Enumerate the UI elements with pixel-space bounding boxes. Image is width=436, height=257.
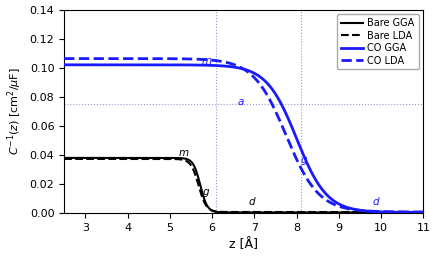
Text: d: d [373, 197, 379, 207]
Bare GGA [342, 211, 347, 214]
CO LDA [102, 57, 108, 60]
CO LDA [421, 210, 426, 214]
CO LDA [414, 210, 419, 214]
CO GGA [421, 211, 426, 214]
CO GGA [199, 63, 204, 67]
Bare GGA [124, 156, 129, 159]
Line: CO GGA: CO GGA [64, 65, 423, 212]
X-axis label: z [Å]: z [Å] [229, 238, 258, 251]
Bare LDA [414, 210, 419, 214]
Bare GGA [61, 156, 67, 159]
Bare LDA [375, 210, 381, 214]
CO GGA [102, 63, 108, 66]
Bare LDA [215, 210, 220, 213]
CO LDA [375, 210, 380, 213]
CO GGA [414, 211, 419, 214]
CO GGA [124, 63, 129, 66]
Bare GGA [102, 156, 108, 159]
Text: g: g [301, 155, 307, 165]
Line: Bare GGA: Bare GGA [64, 158, 423, 213]
CO LDA [215, 59, 220, 62]
CO GGA [215, 64, 220, 67]
Line: CO LDA: CO LDA [64, 59, 423, 212]
Text: d: d [248, 197, 255, 207]
Bare GGA [414, 211, 419, 214]
Bare GGA [421, 211, 426, 214]
Bare GGA [199, 190, 204, 193]
Text: a: a [238, 97, 244, 107]
Bare LDA [124, 157, 129, 160]
Text: g: g [202, 187, 209, 197]
Bare LDA [61, 157, 67, 160]
CO LDA [61, 57, 67, 60]
Bare LDA [421, 210, 426, 214]
Bare LDA [354, 210, 359, 214]
Y-axis label: $C^{-1}(z)$ [cm$^2$/$\mu$F]: $C^{-1}(z)$ [cm$^2$/$\mu$F] [6, 68, 24, 155]
Bare LDA [102, 157, 108, 160]
Bare LDA [199, 195, 204, 198]
Legend: Bare GGA, Bare LDA, CO GGA, CO LDA: Bare GGA, Bare LDA, CO GGA, CO LDA [337, 14, 419, 69]
CO GGA [375, 210, 380, 213]
Line: Bare LDA: Bare LDA [64, 159, 423, 212]
Text: m: m [178, 148, 188, 158]
Text: m: m [201, 56, 211, 66]
CO LDA [124, 57, 129, 60]
Bare GGA [375, 211, 381, 214]
Bare GGA [215, 210, 220, 214]
CO LDA [199, 58, 204, 61]
CO GGA [61, 63, 67, 66]
